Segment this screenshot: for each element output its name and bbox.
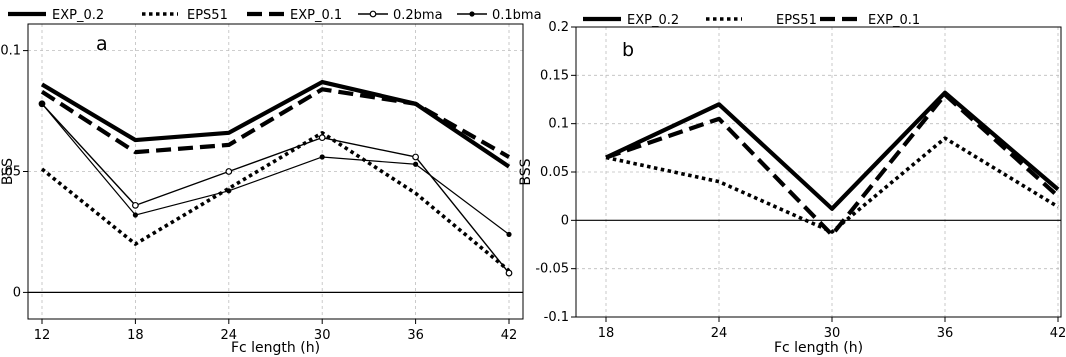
legend-marker-0.2bma — [369, 10, 377, 18]
x-tick-label: 42 — [501, 328, 518, 343]
legend-label-0.1bma: 0.1bma — [492, 8, 542, 23]
panel-label: b — [622, 39, 634, 61]
data-point-0.2bma — [225, 168, 233, 175]
x-tick-label: 18 — [598, 326, 615, 341]
legend-label-EXP_0.2: EXP_0.2 — [52, 8, 104, 23]
legend-label-EPS51: EPS51 — [776, 13, 817, 28]
series-line-EPS51 — [40, 131, 511, 273]
series-line-EXP_0.1 — [40, 87, 511, 159]
legend-label-0.2bma: 0.2bma — [393, 8, 443, 23]
x-axis-label: Fc length (h) — [774, 340, 863, 356]
y-tick-label: -0.05 — [535, 262, 569, 277]
legend-label-EXP_0.1: EXP_0.1 — [290, 8, 342, 23]
y-tick-label: 0.1 — [548, 117, 569, 132]
data-point-0.2bma — [318, 134, 326, 142]
x-tick-label: 36 — [937, 326, 954, 341]
chart-panel-b: -0.1 -0.05 0 0.05 0.1 0.15 0.2 18 24 30 36 42 Fc len… — [518, 13, 1066, 356]
data-point-0.1bma — [39, 101, 45, 107]
y-tick-label: 0.2 — [548, 20, 569, 35]
x-tick-label: 24 — [711, 326, 728, 341]
data-point-0.1bma — [413, 161, 419, 167]
data-point-0.2bma — [505, 269, 513, 277]
y-axis-label: BSS — [518, 158, 534, 185]
x-tick-label: 12 — [34, 328, 51, 343]
y-tick-label: 0 — [561, 213, 569, 228]
legend-label-EXP_0.2: EXP_0.2 — [627, 13, 679, 28]
y-tick-label: 0.05 — [540, 165, 569, 180]
data-point-0.1bma — [226, 188, 232, 194]
y-tick-label: -0.1 — [544, 310, 569, 325]
x-tick-label: 24 — [221, 328, 238, 343]
y-tick-label: 0 — [13, 285, 21, 300]
y-tick-label: 0.15 — [540, 68, 569, 83]
data-point-0.2bma — [412, 153, 420, 161]
series-line-0.1bma — [41, 103, 510, 235]
data-point-0.2bma — [131, 201, 139, 209]
series-line-EXP_0.2 — [605, 90, 1060, 211]
y-axis-label: BSS — [0, 158, 16, 185]
x-tick-label: 18 — [127, 328, 144, 343]
series-line-EXP_0.1 — [605, 92, 1060, 237]
panel-label: a — [96, 33, 108, 55]
x-axis-label: Fc length (h) — [231, 340, 320, 356]
data-point-0.1bma — [506, 231, 512, 237]
x-tick-label: 30 — [824, 326, 841, 341]
data-point-0.1bma — [319, 154, 325, 160]
legend-label-EXP_0.1: EXP_0.1 — [868, 13, 920, 28]
y-tick-label: 0.1 — [0, 44, 21, 59]
x-tick-label: 30 — [314, 328, 331, 343]
data-point-0.1bma — [132, 212, 138, 218]
series-line-EPS51 — [605, 136, 1059, 234]
legend-label-EPS51: EPS51 — [187, 8, 228, 23]
chart-panel-a: 0 0.05 0.1 12 18 24 30 36 42 Fc length (h) BSS a EXP… — [0, 8, 542, 356]
x-tick-label: 42 — [1050, 326, 1066, 341]
y-tick-label: 0.05 — [0, 165, 21, 180]
x-tick-label: 36 — [407, 328, 424, 343]
legend-marker-0.1bma — [469, 11, 475, 17]
